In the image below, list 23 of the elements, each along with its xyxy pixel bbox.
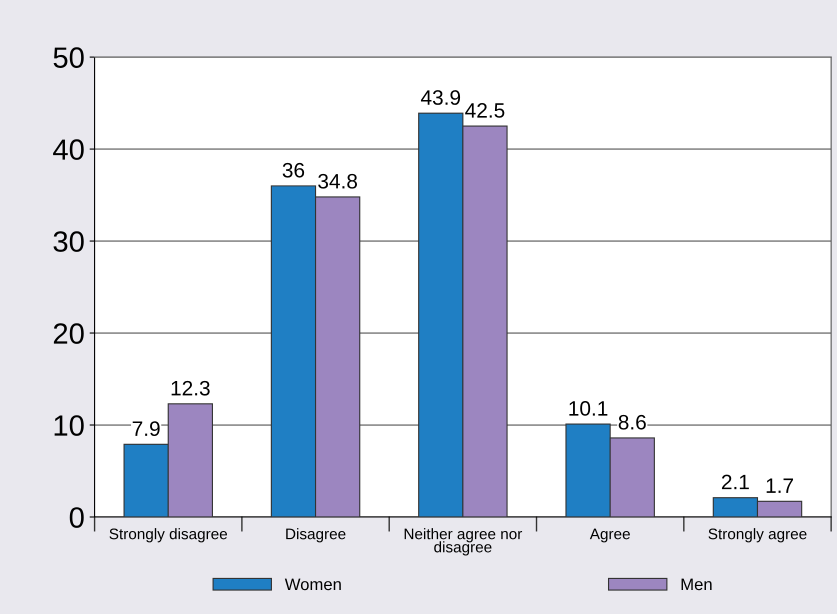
data-label: 7.9 <box>132 421 160 436</box>
data-label: 8.6 <box>618 414 646 430</box>
y-tick-label: 30 <box>54 231 84 252</box>
legend-label: Women <box>284 578 341 590</box>
x-tick-label: Disagree <box>286 528 346 542</box>
data-label: 2.1 <box>722 474 749 490</box>
y-tick-label: 40 <box>53 139 84 160</box>
x-tick-label: Strongly agree <box>708 528 806 542</box>
data-label: 34.8 <box>318 174 358 189</box>
data-label: 12.3 <box>172 380 210 396</box>
x-tick-label: Neither agree nor disagree <box>404 528 522 556</box>
y-tick-label: 50 <box>54 47 84 68</box>
y-tick-label: 0 <box>70 507 84 528</box>
x-tick-label: Agree <box>590 528 630 542</box>
x-tick-label: Strongly disagree <box>109 528 228 542</box>
y-tick-label: 10 <box>54 415 84 436</box>
data-label: 1.7 <box>766 478 794 493</box>
data-label: 42.5 <box>465 103 504 118</box>
legend-label: Men <box>682 578 712 590</box>
data-label: 43.9 <box>420 90 460 105</box>
y-tick-label: 20 <box>54 323 84 344</box>
data-label: 10.1 <box>569 401 608 416</box>
data-label: 36 <box>282 162 304 178</box>
